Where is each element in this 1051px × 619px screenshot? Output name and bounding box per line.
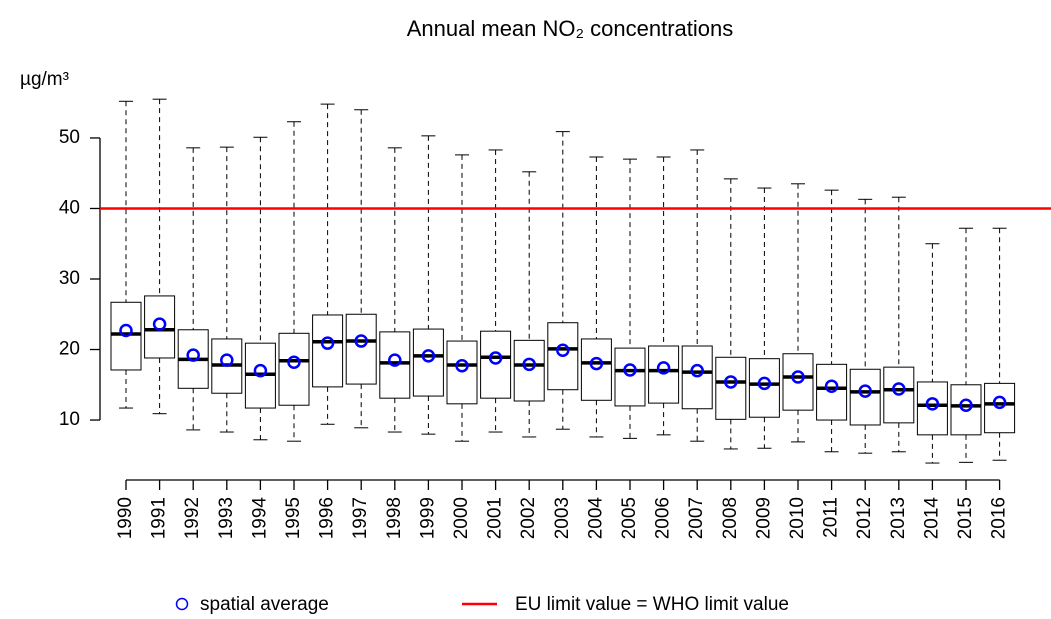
- mean-marker: [925, 397, 940, 411]
- mean-marker: [589, 356, 604, 371]
- x-tick-label: 1999: [417, 497, 438, 539]
- box: [614, 347, 646, 407]
- x-tick-label: 2011: [821, 497, 842, 538]
- x-tick-label: 2000: [451, 497, 472, 539]
- mean-marker: [858, 384, 872, 398]
- x-tick-label: 2002: [518, 497, 539, 539]
- x-tick-label: 2006: [653, 497, 674, 539]
- mean-marker: [320, 336, 335, 350]
- x-tick-label: 1991: [149, 497, 170, 539]
- x-tick-label: 1993: [216, 497, 237, 539]
- x-tick-label: 1995: [283, 497, 304, 539]
- x-tick-label: 1994: [249, 497, 270, 540]
- x-tick-label: 1990: [115, 497, 136, 539]
- x-tick-label: 1998: [384, 497, 405, 539]
- x-tick-label: 2003: [552, 497, 573, 539]
- box: [312, 314, 344, 388]
- x-tick-label: 2005: [619, 497, 640, 539]
- x-tick-label: 2001: [485, 497, 506, 539]
- box: [278, 332, 310, 406]
- mean-marker: [791, 370, 805, 384]
- mean-marker: [421, 349, 436, 363]
- mean-marker: [623, 363, 637, 377]
- mean-marker: [186, 348, 200, 362]
- x-tick-label: 2015: [955, 497, 976, 539]
- x-tick-label: 2014: [921, 497, 942, 540]
- mean-marker: [757, 376, 772, 391]
- y-tick-label: 50: [59, 127, 80, 148]
- mean-marker: [119, 323, 133, 338]
- mean-marker: [892, 382, 906, 396]
- legend-label: EU limit value = WHO limit value: [515, 594, 789, 615]
- box: [345, 313, 377, 385]
- x-tick-label: 2007: [686, 497, 707, 539]
- x-tick-label: 2010: [787, 497, 808, 539]
- x-tick-label: 2012: [854, 497, 875, 539]
- mean-marker: [354, 334, 368, 348]
- legend-label: spatial average: [200, 594, 329, 615]
- x-tick-label: 2016: [989, 497, 1010, 539]
- mean-marker: [824, 379, 839, 393]
- x-tick-label: 1996: [317, 497, 338, 539]
- y-tick-label: 40: [59, 197, 80, 218]
- x-tick-label: 1997: [350, 497, 371, 539]
- mean-marker: [656, 361, 671, 375]
- mean-marker: [488, 351, 503, 365]
- mean-marker: [388, 353, 402, 367]
- mean-marker: [724, 375, 738, 389]
- mean-marker: [287, 355, 301, 369]
- chart-title: Annual mean NO₂ concentrations: [407, 16, 734, 41]
- y-tick-label: 30: [59, 268, 80, 289]
- box: [984, 382, 1016, 434]
- x-tick-label: 1992: [182, 497, 203, 539]
- x-tick-label: 2004: [585, 497, 606, 540]
- mean-marker: [455, 358, 469, 373]
- mean-marker: [152, 317, 167, 331]
- mean-marker: [220, 353, 234, 367]
- y-tick-label: 20: [59, 339, 80, 360]
- mean-marker: [253, 363, 268, 378]
- mean-marker: [992, 395, 1007, 410]
- box: [144, 295, 176, 359]
- x-tick-label: 2013: [888, 497, 909, 539]
- mean-marker: [522, 357, 536, 372]
- mean-marker: [959, 398, 973, 412]
- y-tick-label: 10: [59, 409, 80, 430]
- mean-marker: [690, 363, 704, 378]
- x-tick-label: 2008: [720, 497, 741, 539]
- y-unit: µg/m³: [20, 69, 69, 90]
- x-tick-label: 2009: [753, 497, 774, 539]
- mean-marker: [556, 343, 570, 357]
- legend-symbol: [175, 597, 189, 611]
